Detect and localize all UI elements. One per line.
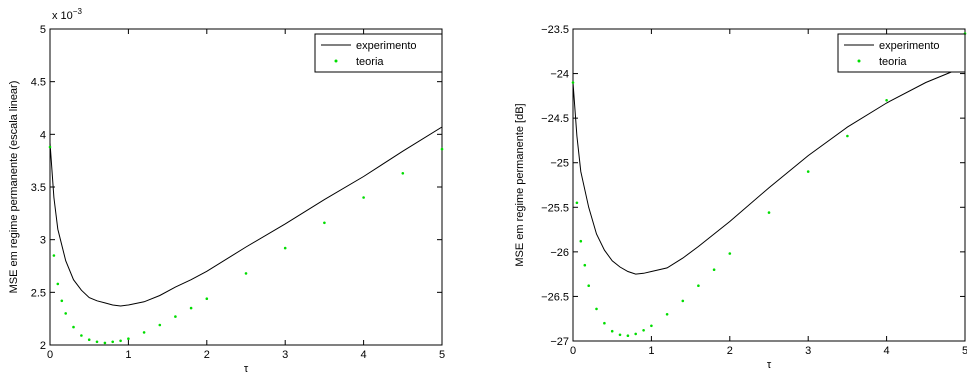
- chart1-series-teoria: [48, 145, 444, 345]
- chart1-xtick-label: 5: [439, 349, 445, 361]
- chart1-series-teoria-point: [401, 172, 405, 175]
- chart2-series-teoria-point: [571, 81, 575, 84]
- chart2-ytick-label: −23.5: [541, 24, 569, 36]
- chart2-plot-area: [572, 28, 966, 342]
- chart2-xtick-label: 4: [884, 345, 890, 357]
- chart1-legend-label-experimento: experimento: [356, 40, 417, 52]
- chart2-legend-box: [837, 33, 966, 73]
- chart1-series-teoria-point: [189, 306, 193, 310]
- chart2-series-teoria-point: [579, 239, 583, 243]
- chart2-series-teoria-point: [610, 329, 614, 333]
- chart1-exponent-label: x 10−3: [52, 7, 82, 22]
- chart2-series-teoria-point: [728, 252, 732, 255]
- chart2-xtick-label: 2: [727, 345, 733, 357]
- chart1-series-teoria-point: [119, 339, 122, 343]
- chart2-ytick-label: −26: [550, 247, 569, 259]
- chart2-series-teoria-point: [626, 334, 630, 338]
- chart1-series-teoria-point: [205, 297, 209, 301]
- chart2-series-teoria-point: [697, 284, 700, 288]
- chart2-xtick-label: 3: [805, 345, 811, 357]
- chart1: 0 1 2 3 4 5 2 2.5 3 3.5 4 4.5 5 x 10−3 τ MSE em regime …: [8, 7, 445, 374]
- chart1-ytick-label: 2.5: [31, 287, 46, 299]
- chart1-series-teoria-point: [95, 340, 99, 344]
- chart2-xtick-label: 5: [962, 345, 967, 357]
- chart2-legend-label-teoria: teoria: [879, 56, 907, 68]
- chart1-series-teoria-point: [127, 337, 130, 341]
- chart2-xtick-label: 0: [570, 345, 576, 357]
- chart2-ytick-label: −27: [550, 336, 569, 348]
- chart2-series-teoria-point: [618, 333, 622, 337]
- chart1-series-experimento-line: [49, 126, 443, 307]
- chart2-y-axis-label: MSE em regime permanente [dB]: [514, 103, 526, 266]
- chart1-series-teoria-point: [111, 340, 114, 344]
- chart1-series-teoria-point: [323, 221, 326, 225]
- chart1-legend: experimento teoria: [314, 33, 443, 73]
- chart2-series-teoria-point: [575, 201, 579, 205]
- chart1-ytick-label: 3.5: [31, 182, 46, 194]
- chart2-series-teoria-point: [681, 299, 685, 303]
- chart2-series-teoria-point: [603, 321, 606, 325]
- chart1-xtick-label: 4: [361, 349, 367, 361]
- chart2-legend-label-experimento: experimento: [879, 40, 940, 52]
- chart1-series-teoria-point: [48, 145, 52, 149]
- chart2-series-teoria-point: [665, 313, 669, 316]
- chart2-xtick-label: 1: [648, 345, 654, 357]
- chart2-ytick-label: −24: [550, 69, 569, 81]
- chart2-legend: experimento teoria: [837, 33, 966, 73]
- chart1-legend-swatch-teoria: [334, 59, 338, 63]
- chart2-series-teoria-point: [767, 211, 771, 214]
- chart1-legend-box: [314, 33, 443, 73]
- chart1-series-teoria-point: [52, 254, 56, 257]
- chart1-series-teoria-point: [244, 272, 248, 275]
- chart1-series-teoria-point: [87, 338, 91, 342]
- chart2-series-teoria-point: [806, 170, 810, 173]
- chart1-series-teoria-point: [142, 331, 146, 334]
- chart1-ytick-label: 4: [40, 129, 46, 141]
- chart2-series-teoria-point: [634, 332, 637, 336]
- chart1-series-teoria-point: [103, 341, 107, 345]
- chart1-y-axis-label: MSE em regime permanente (escala linear): [8, 81, 20, 294]
- chart1-ytick-label: 4.5: [31, 77, 46, 89]
- chart2-series-teoria-point: [642, 329, 645, 332]
- chart2-series-teoria-point: [712, 268, 716, 272]
- chart1-series-teoria-point: [440, 147, 444, 151]
- chart1-x-axis-label: τ: [244, 363, 249, 374]
- chart2-ytick-label: −25.5: [541, 202, 569, 214]
- chart1-xtick-label: 3: [282, 349, 288, 361]
- chart1-xtick-label: 0: [47, 349, 53, 361]
- chart1-plot-area: [49, 28, 443, 346]
- chart2-series-teoria-point: [583, 263, 587, 267]
- chart1-series-teoria-point: [60, 299, 64, 303]
- chart2-series-experimento-line: [572, 65, 966, 275]
- chart2-series-teoria-point: [650, 324, 653, 328]
- chart1-series-teoria-point: [64, 312, 67, 315]
- chart2-ytick-label: −26.5: [541, 291, 569, 303]
- chart2-series-teoria: [571, 32, 967, 338]
- chart2-series-teoria-point: [885, 99, 888, 102]
- chart2: 0 1 2 3 4 5 −27 −26.5 −26 −25.5 −25 −24.5 −24 −23.5 τ M…: [514, 24, 967, 371]
- chart2-x-axis-label: τ: [767, 359, 772, 371]
- chart1-series-teoria-point: [174, 315, 177, 318]
- chart1-ytick-label: 5: [40, 24, 46, 36]
- chart1-ytick-label: 2: [40, 340, 46, 352]
- chart1-xtick-label: 1: [125, 349, 131, 361]
- chart1-series-teoria-point: [362, 196, 365, 199]
- chart1-xtick-label: 2: [204, 349, 210, 361]
- chart1-series-teoria-point: [283, 246, 287, 250]
- chart2-series-teoria-point: [846, 134, 849, 138]
- chart2-series-teoria-point: [587, 284, 590, 288]
- chart1-series-teoria-point: [56, 282, 60, 286]
- chart1-legend-label-teoria: teoria: [356, 56, 384, 68]
- chart1-series-teoria-point: [72, 325, 75, 329]
- chart2-legend-swatch-teoria: [857, 59, 861, 63]
- chart2-ytick-label: −24.5: [541, 113, 569, 125]
- chart1-ytick-label: 3: [40, 235, 46, 247]
- chart1-series-teoria-point: [158, 323, 162, 327]
- chart1-series-teoria-point: [80, 334, 83, 337]
- chart2-series-teoria-point: [595, 307, 598, 311]
- chart2-ytick-label: −25: [550, 158, 569, 170]
